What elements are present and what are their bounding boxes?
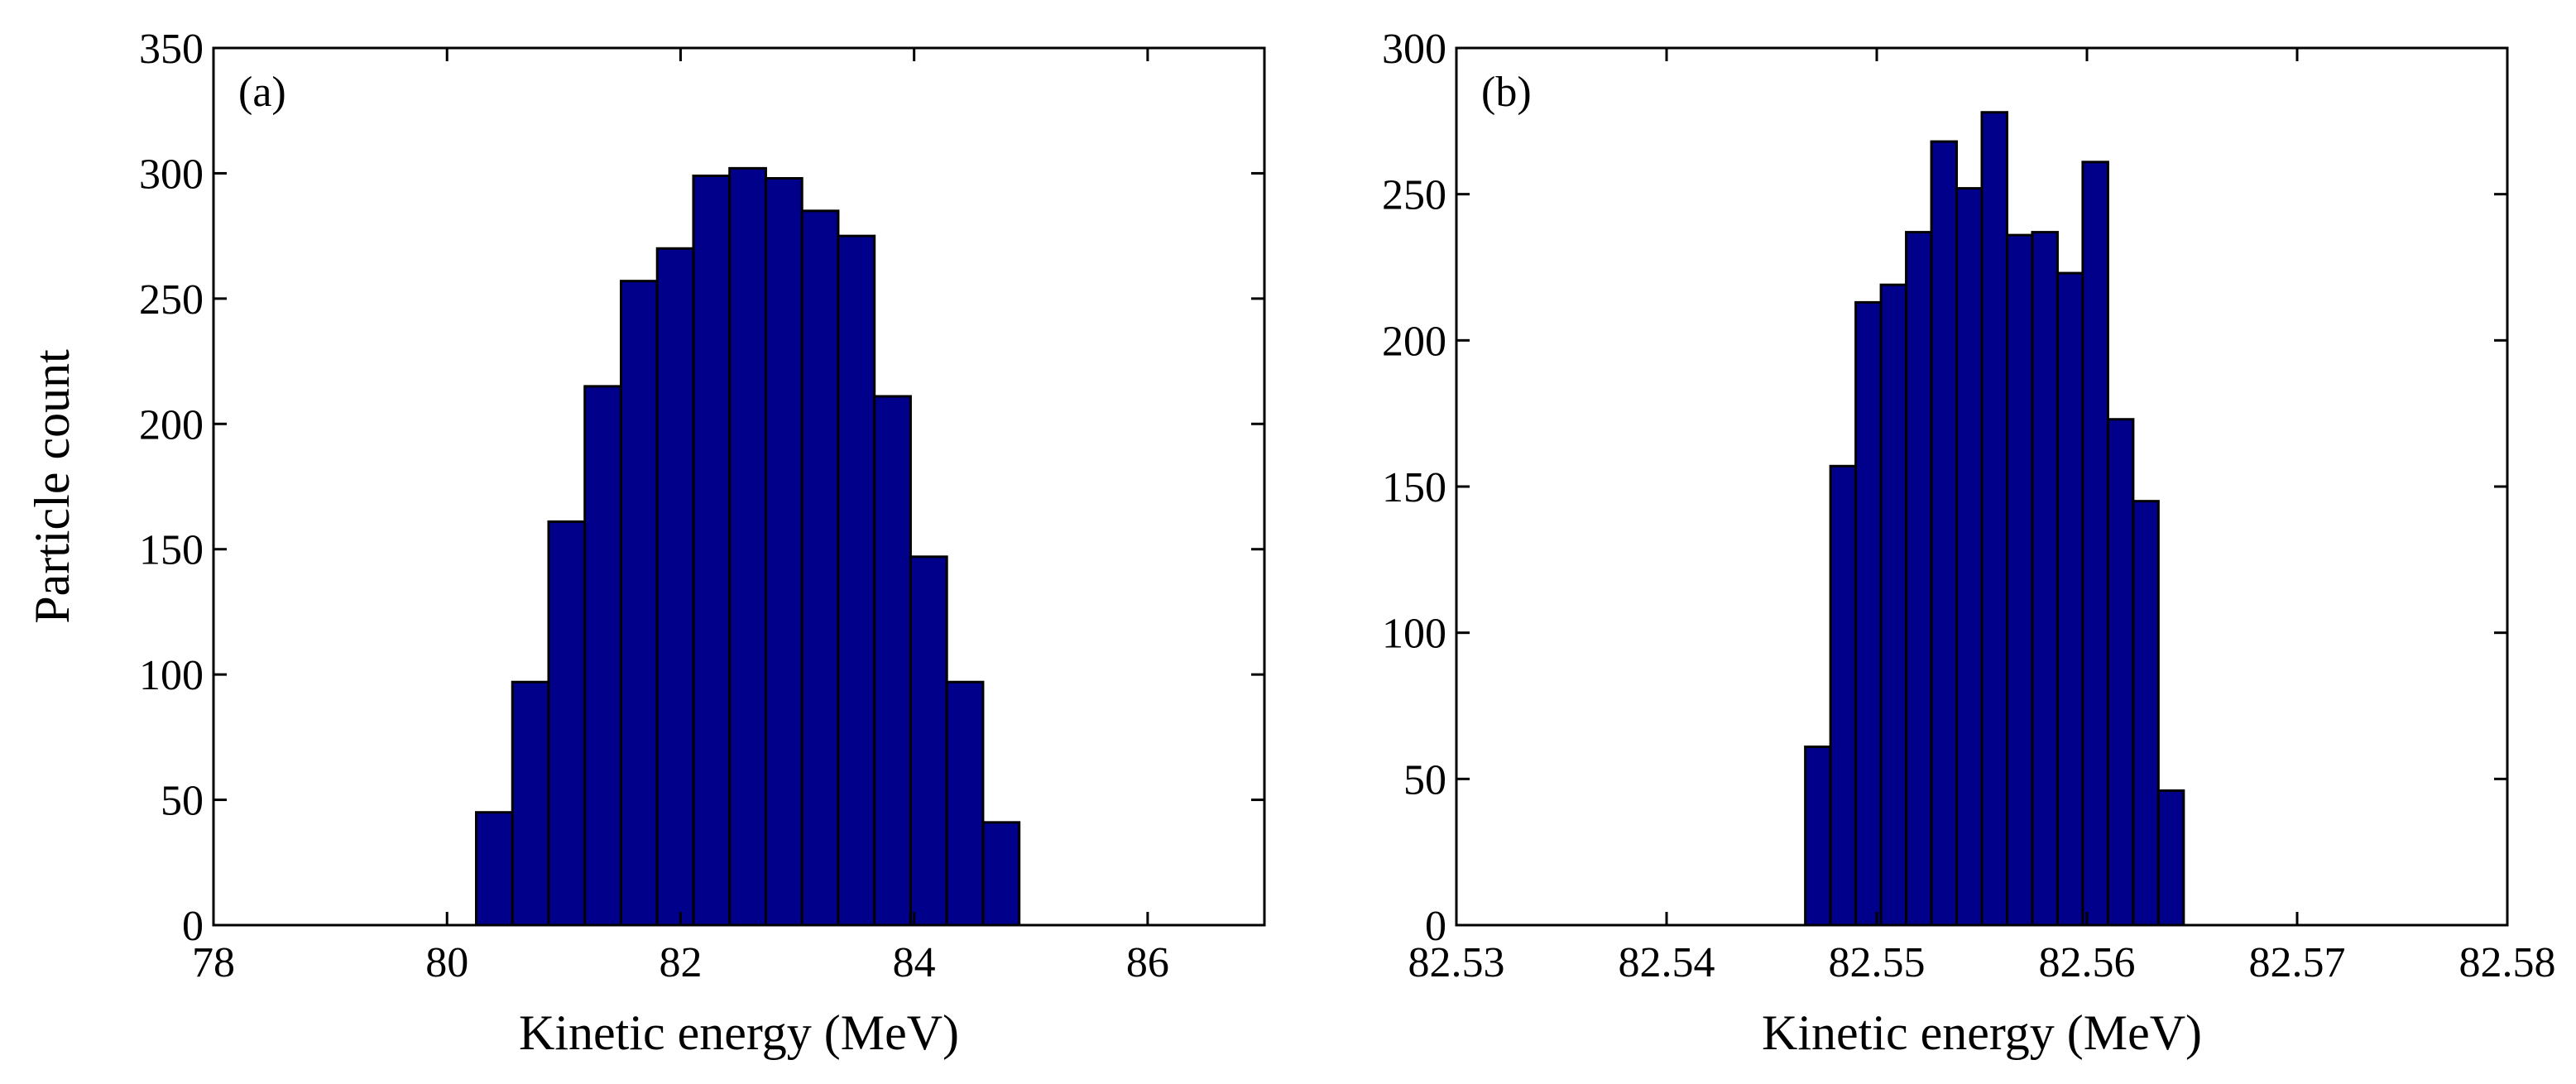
- histogram-bar: [1955, 187, 1984, 927]
- histogram-bar: [619, 280, 659, 927]
- histogram-bar: [583, 385, 622, 927]
- axes-frame: [212, 46, 1266, 927]
- histogram-bar: [2132, 500, 2160, 927]
- x-tick-label: 84: [893, 939, 936, 986]
- histogram-bar: [2081, 161, 2109, 927]
- histogram-bar: [1879, 283, 1908, 927]
- histogram-bar: [909, 555, 948, 927]
- histogram-bar: [837, 234, 876, 927]
- x-tick-label: 82.57: [2249, 939, 2346, 986]
- y-tick-label: 200: [1382, 318, 1446, 365]
- y-tick-label: 300: [1382, 26, 1446, 73]
- histogram-bar: [2031, 231, 2059, 927]
- histogram-bar: [692, 174, 732, 927]
- panel-label: (a): [238, 69, 286, 116]
- histogram-bar: [2106, 418, 2135, 927]
- histogram-bar: [728, 166, 767, 927]
- histogram-bar: [2056, 271, 2084, 927]
- histogram-panel-a: 78 80 82 84 86 0 50 100 150 200 250 300 350 (a) Kineti…: [25, 26, 1266, 1060]
- histogram-bar: [1804, 745, 1832, 927]
- y-tick-label: 300: [139, 151, 204, 198]
- x-axis-label: Kinetic energy (MeV): [1762, 1005, 2202, 1060]
- histogram-bar: [1829, 464, 1858, 927]
- y-tick-label: 100: [139, 652, 204, 699]
- y-tick-label: 350: [139, 26, 204, 73]
- y-tick-label: 150: [139, 527, 204, 574]
- histogram-bar: [1905, 231, 1933, 927]
- histogram-bar: [981, 821, 1021, 927]
- x-tick-label: 82.58: [2459, 939, 2556, 986]
- y-tick-label: 0: [1425, 903, 1446, 950]
- x-tick-label: 82.55: [1829, 939, 1926, 986]
- x-tick-label: 82.56: [2039, 939, 2136, 986]
- y-tick-label: 100: [1382, 611, 1446, 658]
- y-tick-label: 50: [1403, 756, 1446, 803]
- x-axis-label: Kinetic energy (MeV): [519, 1005, 959, 1060]
- histogram-bar: [800, 209, 840, 927]
- histogram-bar: [2156, 789, 2185, 927]
- x-tick-label: 82.54: [1619, 939, 1715, 986]
- y-tick-label: 250: [139, 276, 204, 324]
- y-tick-label: 200: [139, 401, 204, 448]
- histogram-bar: [1980, 111, 2008, 927]
- x-tick-label: 82: [659, 939, 702, 986]
- y-tick-label: 50: [161, 778, 204, 825]
- histogram-bar: [475, 811, 514, 927]
- histogram-bar: [945, 680, 985, 927]
- histogram-bar: [547, 520, 587, 927]
- y-axis-label: Particle count: [25, 349, 79, 624]
- histogram-bar: [764, 176, 804, 927]
- histogram-bar: [511, 680, 550, 927]
- x-tick-label: 80: [425, 939, 468, 986]
- panel-label: (b): [1481, 69, 1532, 116]
- y-tick-label: 150: [1382, 464, 1446, 511]
- y-tick-label: 0: [182, 903, 204, 950]
- histogram-bar: [2005, 233, 2034, 927]
- histogram-bar: [655, 247, 695, 927]
- histogram-bar: [1854, 300, 1883, 927]
- histogram-bar: [1930, 140, 1959, 927]
- y-tick-label: 250: [1382, 172, 1446, 219]
- histogram-bar: [873, 395, 912, 927]
- x-tick-label: 78: [192, 939, 235, 986]
- x-tick-label: 86: [1126, 939, 1169, 986]
- histogram-panel-b: 82.53 82.54 82.55 82.56 82.57 82.58 0 50 100 150 2…: [1382, 26, 2556, 1060]
- x-tick-label: 82.53: [1408, 939, 1505, 986]
